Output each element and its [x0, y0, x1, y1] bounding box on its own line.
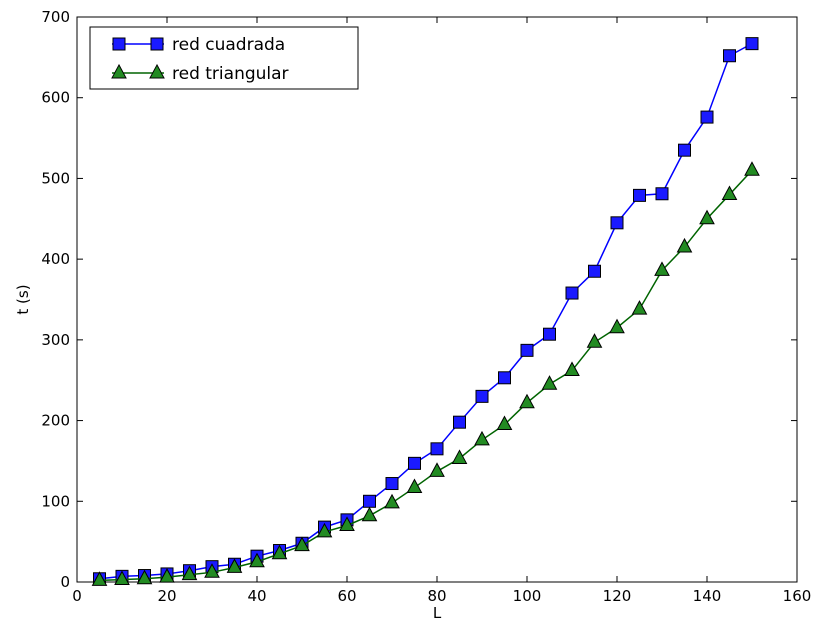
data-point [91, 571, 108, 586]
series-line [99, 42, 753, 580]
data-point [451, 449, 468, 464]
x-tick-label: 120 [603, 587, 632, 605]
data-point [655, 187, 669, 201]
data-point [520, 343, 534, 357]
legend-label-red-triangular: red triangular [172, 64, 289, 84]
data-point [496, 415, 513, 431]
y-tick-label: 300 [41, 331, 70, 349]
x-tick-label: 20 [157, 587, 176, 605]
x-tick-label: 60 [337, 587, 356, 605]
y-tick-label: 400 [41, 250, 70, 268]
y-tick-label: 600 [41, 89, 70, 107]
y-axis-label: t (s) [14, 284, 32, 314]
plot-area [76, 16, 798, 583]
data-point [721, 185, 738, 201]
data-point [586, 333, 603, 348]
data-point [700, 110, 714, 124]
series-red-cuadrada [93, 37, 759, 586]
data-point [543, 327, 556, 341]
legend: red cuadrada red triangular [89, 26, 359, 90]
data-point [565, 286, 579, 300]
y-tick-label: 200 [41, 412, 70, 430]
legend-label-red-cuadrada: red cuadrada [172, 35, 285, 55]
x-tick-label: 80 [427, 587, 446, 605]
data-point [453, 415, 466, 429]
legend-marker [149, 63, 165, 79]
legend-entry-red-cuadrada: red cuadrada [112, 35, 285, 55]
data-point [744, 161, 760, 176]
data-point [519, 393, 535, 409]
data-point [271, 544, 288, 560]
data-point [226, 558, 243, 573]
data-point [136, 569, 153, 585]
data-point [588, 264, 601, 278]
data-point [564, 361, 580, 376]
y-tick-label: 700 [41, 8, 70, 26]
x-axis-label: L [433, 604, 442, 622]
data-point [429, 462, 445, 477]
data-point [159, 568, 175, 583]
data-point [541, 375, 558, 390]
legend-marker [150, 37, 164, 51]
data-point [498, 371, 511, 385]
x-axis-ticks: 0 20 40 60 80 100 120 140 160 [72, 17, 811, 605]
data-point [114, 570, 130, 586]
legend-box [89, 26, 359, 90]
series-line [99, 169, 753, 582]
data-point [430, 442, 444, 456]
data-point [678, 143, 691, 157]
data-point [339, 516, 355, 531]
data-point [631, 300, 648, 315]
data-point [204, 563, 220, 578]
data-point [316, 522, 333, 538]
legend-entry-red-triangular: red triangular [111, 63, 289, 84]
data-point [474, 430, 490, 446]
series-layer [91, 37, 760, 586]
data-point [384, 493, 400, 509]
data-point [654, 261, 670, 276]
data-point [361, 506, 378, 522]
x-tick-label: 140 [693, 587, 722, 605]
data-point [363, 494, 376, 508]
data-point [249, 552, 265, 568]
data-point [609, 318, 625, 334]
legend-marker [111, 63, 127, 79]
legend-marker [112, 37, 126, 51]
data-point [475, 389, 489, 403]
y-tick-label: 500 [41, 169, 70, 187]
data-point [745, 37, 759, 51]
y-tick-label: 0 [60, 573, 70, 591]
data-point [723, 49, 736, 63]
series-red-triangular [91, 161, 760, 586]
y-tick-label: 100 [41, 492, 70, 510]
data-point [633, 188, 646, 202]
data-point [294, 536, 310, 552]
data-point [181, 565, 198, 581]
data-point [610, 216, 624, 230]
x-tick-label: 40 [247, 587, 266, 605]
data-point [406, 478, 423, 494]
x-tick-label: 0 [72, 587, 82, 605]
x-tick-label: 100 [513, 587, 542, 605]
data-point [676, 237, 693, 253]
x-tick-label: 160 [783, 587, 812, 605]
data-point [385, 477, 399, 491]
y-axis-ticks: 0 100 200 300 400 500 600 700 [41, 8, 797, 591]
data-point [699, 209, 715, 225]
data-point [408, 456, 421, 470]
